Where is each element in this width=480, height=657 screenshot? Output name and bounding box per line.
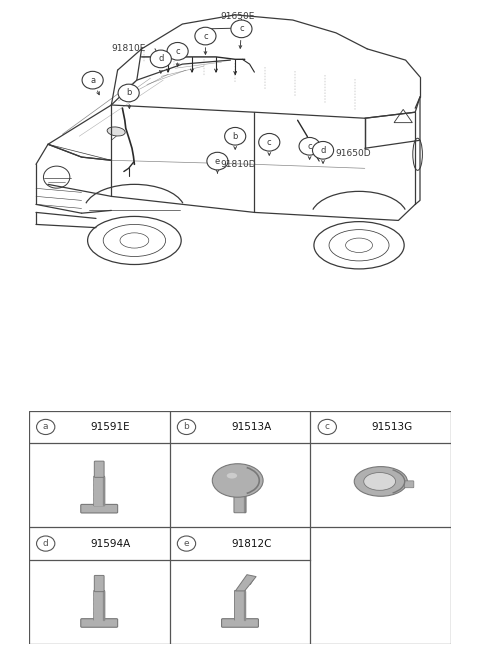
Bar [94,489,104,491]
Polygon shape [235,591,245,620]
FancyBboxPatch shape [94,576,104,592]
Bar [94,493,104,496]
Circle shape [259,133,280,151]
Circle shape [150,50,171,68]
Circle shape [177,419,196,434]
Polygon shape [94,591,104,620]
Polygon shape [94,477,104,505]
Text: 91594A: 91594A [90,539,131,549]
Text: c: c [267,138,272,147]
Bar [94,593,104,596]
FancyBboxPatch shape [81,505,118,513]
Text: d: d [320,146,326,155]
Circle shape [318,419,336,434]
Bar [94,479,104,482]
Bar [94,484,104,486]
Bar [235,598,245,600]
FancyBboxPatch shape [94,461,104,478]
Text: 91810D: 91810D [221,160,256,169]
Text: 91810E: 91810E [111,45,146,53]
Text: 91513A: 91513A [231,422,271,432]
Bar [94,608,104,610]
Circle shape [299,137,320,155]
Bar [94,603,104,605]
Text: e: e [215,156,220,166]
Text: b: b [126,89,132,97]
Bar [235,603,245,605]
Bar [235,608,245,610]
Text: c: c [325,422,330,432]
Ellipse shape [107,127,125,136]
Text: d: d [158,55,164,64]
Circle shape [195,27,216,45]
Ellipse shape [212,464,263,497]
Text: b: b [232,132,238,141]
Circle shape [225,127,246,145]
Bar [94,617,104,620]
Polygon shape [244,487,245,512]
Text: a: a [43,422,48,432]
Polygon shape [244,591,245,620]
Text: e: e [184,539,189,548]
FancyBboxPatch shape [81,619,118,627]
Circle shape [177,536,196,551]
Ellipse shape [354,466,408,496]
Circle shape [36,419,55,434]
Bar [94,598,104,600]
FancyBboxPatch shape [404,481,414,487]
FancyBboxPatch shape [222,619,258,627]
Circle shape [312,141,334,159]
Circle shape [167,43,188,60]
Text: a: a [90,76,95,85]
Polygon shape [235,575,256,591]
Bar [235,617,245,620]
Text: d: d [43,539,48,548]
Circle shape [118,84,139,102]
Bar [235,593,245,596]
FancyBboxPatch shape [234,486,246,512]
Bar [94,503,104,505]
Text: 91591E: 91591E [91,422,130,432]
Circle shape [207,152,228,170]
Text: c: c [175,47,180,56]
Text: c: c [203,32,208,41]
Circle shape [82,72,103,89]
Text: 91650E: 91650E [220,12,255,21]
Circle shape [36,536,55,551]
Text: 91650D: 91650D [335,148,371,158]
Bar [94,612,104,615]
Text: 91812C: 91812C [231,539,272,549]
Text: c: c [239,24,244,34]
Ellipse shape [364,472,396,490]
Circle shape [231,20,252,37]
Bar [235,612,245,615]
Bar [94,498,104,501]
Text: c: c [307,142,312,150]
Polygon shape [103,477,104,505]
Text: b: b [184,422,190,432]
Text: 91513G: 91513G [372,422,413,432]
Ellipse shape [227,473,237,478]
Polygon shape [103,591,104,620]
